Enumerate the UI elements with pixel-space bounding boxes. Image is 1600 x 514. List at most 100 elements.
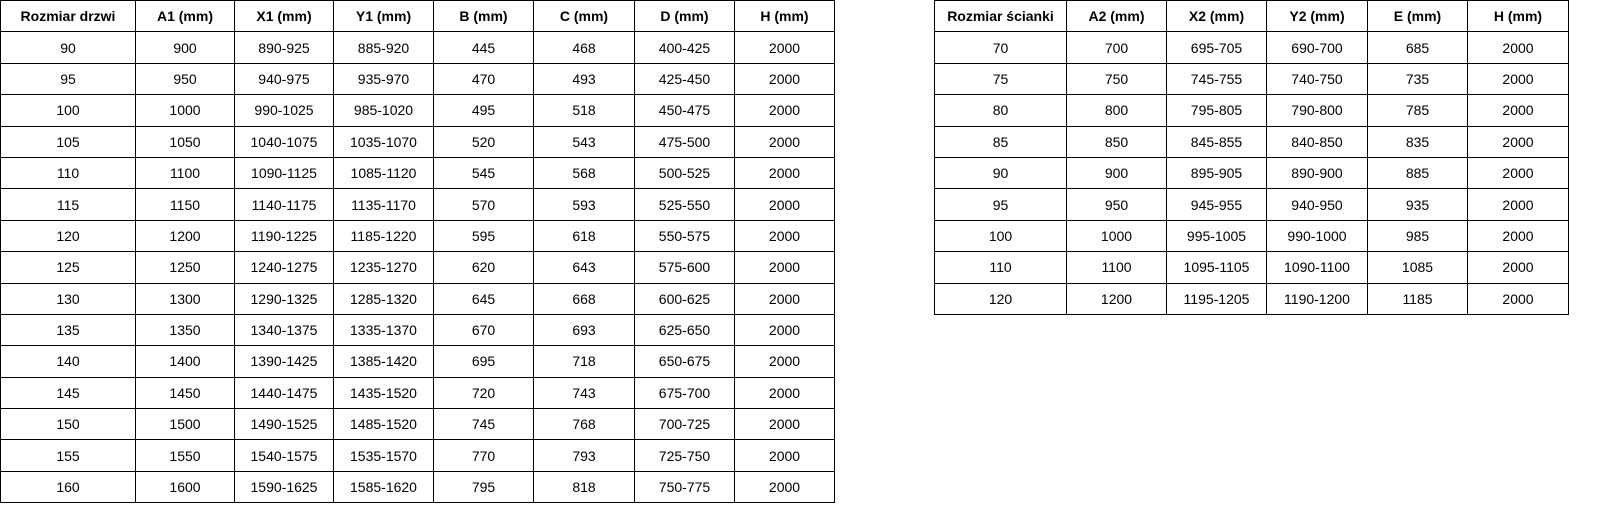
table-row: 100 1000 990-1025 985-1020 495 518 450-475 2000 xyxy=(0,94,835,127)
table-cell: 885 xyxy=(1367,156,1468,190)
table-cell: 470 xyxy=(433,62,534,96)
table-cell: 1095-1105 xyxy=(1166,251,1267,284)
table-row: 95 950 940-975 935-970 470 493 425-450 2000 xyxy=(0,62,835,96)
column-header: B (mm) xyxy=(433,0,534,33)
table-cell: 990-1025 xyxy=(234,94,334,127)
table-cell: 670 xyxy=(433,313,534,347)
table-cell: 400-425 xyxy=(634,31,735,64)
table-cell: 690-700 xyxy=(1266,31,1368,64)
table-cell: 1100 xyxy=(135,156,235,190)
table-cell: 695 xyxy=(433,345,534,378)
table-row: 100 1000 995-1005 990-1000 985 2000 xyxy=(934,219,1569,253)
table-cell: 110 xyxy=(0,156,136,190)
table-cell: 1600 xyxy=(135,470,235,504)
table-row: 120 1200 1195-1205 1190-1200 1185 2000 xyxy=(934,282,1569,315)
table-cell: 768 xyxy=(533,408,635,441)
table-row: 90 900 890-925 885-920 445 468 400-425 2000 xyxy=(0,31,835,64)
table-row: 85 850 845-855 840-850 835 2000 xyxy=(934,125,1569,158)
table-cell: 80 xyxy=(934,94,1067,127)
table-cell: 785 xyxy=(1367,94,1468,127)
column-header: A2 (mm) xyxy=(1066,0,1167,33)
table-cell: 2000 xyxy=(1467,94,1569,127)
table-cell: 2000 xyxy=(734,94,835,127)
table-row: 160 1600 1590-1625 1585-1620 795 818 750-775 20… xyxy=(0,470,835,504)
table-row: 150 1500 1490-1525 1485-1520 745 768 700-725 20… xyxy=(0,408,835,441)
table-cell: 1090-1125 xyxy=(234,156,334,190)
table-cell: 618 xyxy=(533,219,635,253)
table-cell: 1240-1275 xyxy=(234,251,334,284)
table-cell: 1450 xyxy=(135,376,235,410)
table-cell: 985-1020 xyxy=(333,94,434,127)
table-cell: 2000 xyxy=(1467,188,1569,221)
table-cell: 895-905 xyxy=(1166,156,1267,190)
table-cell: 90 xyxy=(0,31,136,64)
table-cell: 1035-1070 xyxy=(333,125,434,158)
table-cell: 2000 xyxy=(1467,251,1569,284)
table-cell: 1235-1270 xyxy=(333,251,434,284)
table-cell: 1085 xyxy=(1367,251,1468,284)
table-cell: 718 xyxy=(533,345,635,378)
table-cell: 2000 xyxy=(734,62,835,96)
table-row: 75 750 745-755 740-750 735 2000 xyxy=(934,62,1569,96)
table-row: 140 1400 1390-1425 1385-1420 695 718 650-675 20… xyxy=(0,345,835,378)
table-cell: 100 xyxy=(0,94,136,127)
table-row: 145 1450 1440-1475 1435-1520 720 743 675-700 20… xyxy=(0,376,835,410)
table-cell: 1285-1320 xyxy=(333,282,434,315)
table-cell: 105 xyxy=(0,125,136,158)
table-cell: 845-855 xyxy=(1166,125,1267,158)
table-row: 130 1300 1290-1325 1285-1320 645 668 600-625 20… xyxy=(0,282,835,315)
table-cell: 2000 xyxy=(734,282,835,315)
table-cell: 725-750 xyxy=(634,439,735,472)
table-row: 110 1100 1095-1105 1090-1100 1085 2000 xyxy=(934,251,1569,284)
table-cell: 1000 xyxy=(135,94,235,127)
table-cell: 900 xyxy=(1066,156,1167,190)
table-cell: 1085-1120 xyxy=(333,156,434,190)
table-cell: 1350 xyxy=(135,313,235,347)
table-cell: 593 xyxy=(533,188,635,221)
table-cell: 70 xyxy=(934,31,1067,64)
table-row: 70 700 695-705 690-700 685 2000 xyxy=(934,31,1569,64)
table-row: 105 1050 1040-1075 1035-1070 520 543 475-500 20… xyxy=(0,125,835,158)
column-header: A1 (mm) xyxy=(135,0,235,33)
table-cell: 1590-1625 xyxy=(234,470,334,504)
table-cell: 700 xyxy=(1066,31,1167,64)
table-cell: 145 xyxy=(0,376,136,410)
table-cell: 1140-1175 xyxy=(234,188,334,221)
column-header: E (mm) xyxy=(1367,0,1468,33)
table-cell: 745-755 xyxy=(1166,62,1267,96)
table-cell: 1000 xyxy=(1066,219,1167,253)
table-cell: 1585-1620 xyxy=(333,470,434,504)
table-cell: 1195-1205 xyxy=(1166,282,1267,315)
table-row: 110 1100 1090-1125 1085-1120 545 568 500-525 20… xyxy=(0,156,835,190)
table-cell: 650-675 xyxy=(634,345,735,378)
table-cell: 900 xyxy=(135,31,235,64)
table-cell: 735 xyxy=(1367,62,1468,96)
table-cell: 115 xyxy=(0,188,136,221)
table-cell: 2000 xyxy=(734,31,835,64)
table-cell: 525-550 xyxy=(634,188,735,221)
table-cell: 120 xyxy=(0,219,136,253)
table-cell: 675-700 xyxy=(634,376,735,410)
table-cell: 935 xyxy=(1367,188,1468,221)
table-cell: 475-500 xyxy=(634,125,735,158)
table-cell: 835 xyxy=(1367,125,1468,158)
table-cell: 990-1000 xyxy=(1266,219,1368,253)
door-size-table: Rozmiar drzwi A1 (mm) X1 (mm) Y1 (mm) B (mm)… xyxy=(0,0,835,504)
table-cell: 468 xyxy=(533,31,635,64)
table-cell: 1535-1570 xyxy=(333,439,434,472)
table-cell: 130 xyxy=(0,282,136,315)
table-cell: 2000 xyxy=(1467,156,1569,190)
table-cell: 940-950 xyxy=(1266,188,1368,221)
table-cell: 2000 xyxy=(734,470,835,504)
table-cell: 518 xyxy=(533,94,635,127)
column-header: X1 (mm) xyxy=(234,0,334,33)
table-cell: 668 xyxy=(533,282,635,315)
table-cell: 620 xyxy=(433,251,534,284)
table-cell: 950 xyxy=(135,62,235,96)
table-cell: 150 xyxy=(0,408,136,441)
table-cell: 75 xyxy=(934,62,1067,96)
table-cell: 750 xyxy=(1066,62,1167,96)
table-cell: 2000 xyxy=(1467,31,1569,64)
header-row: Rozmiar ścianki A2 (mm) X2 (mm) Y2 (mm) E (m… xyxy=(934,0,1569,33)
table-cell: 1500 xyxy=(135,408,235,441)
